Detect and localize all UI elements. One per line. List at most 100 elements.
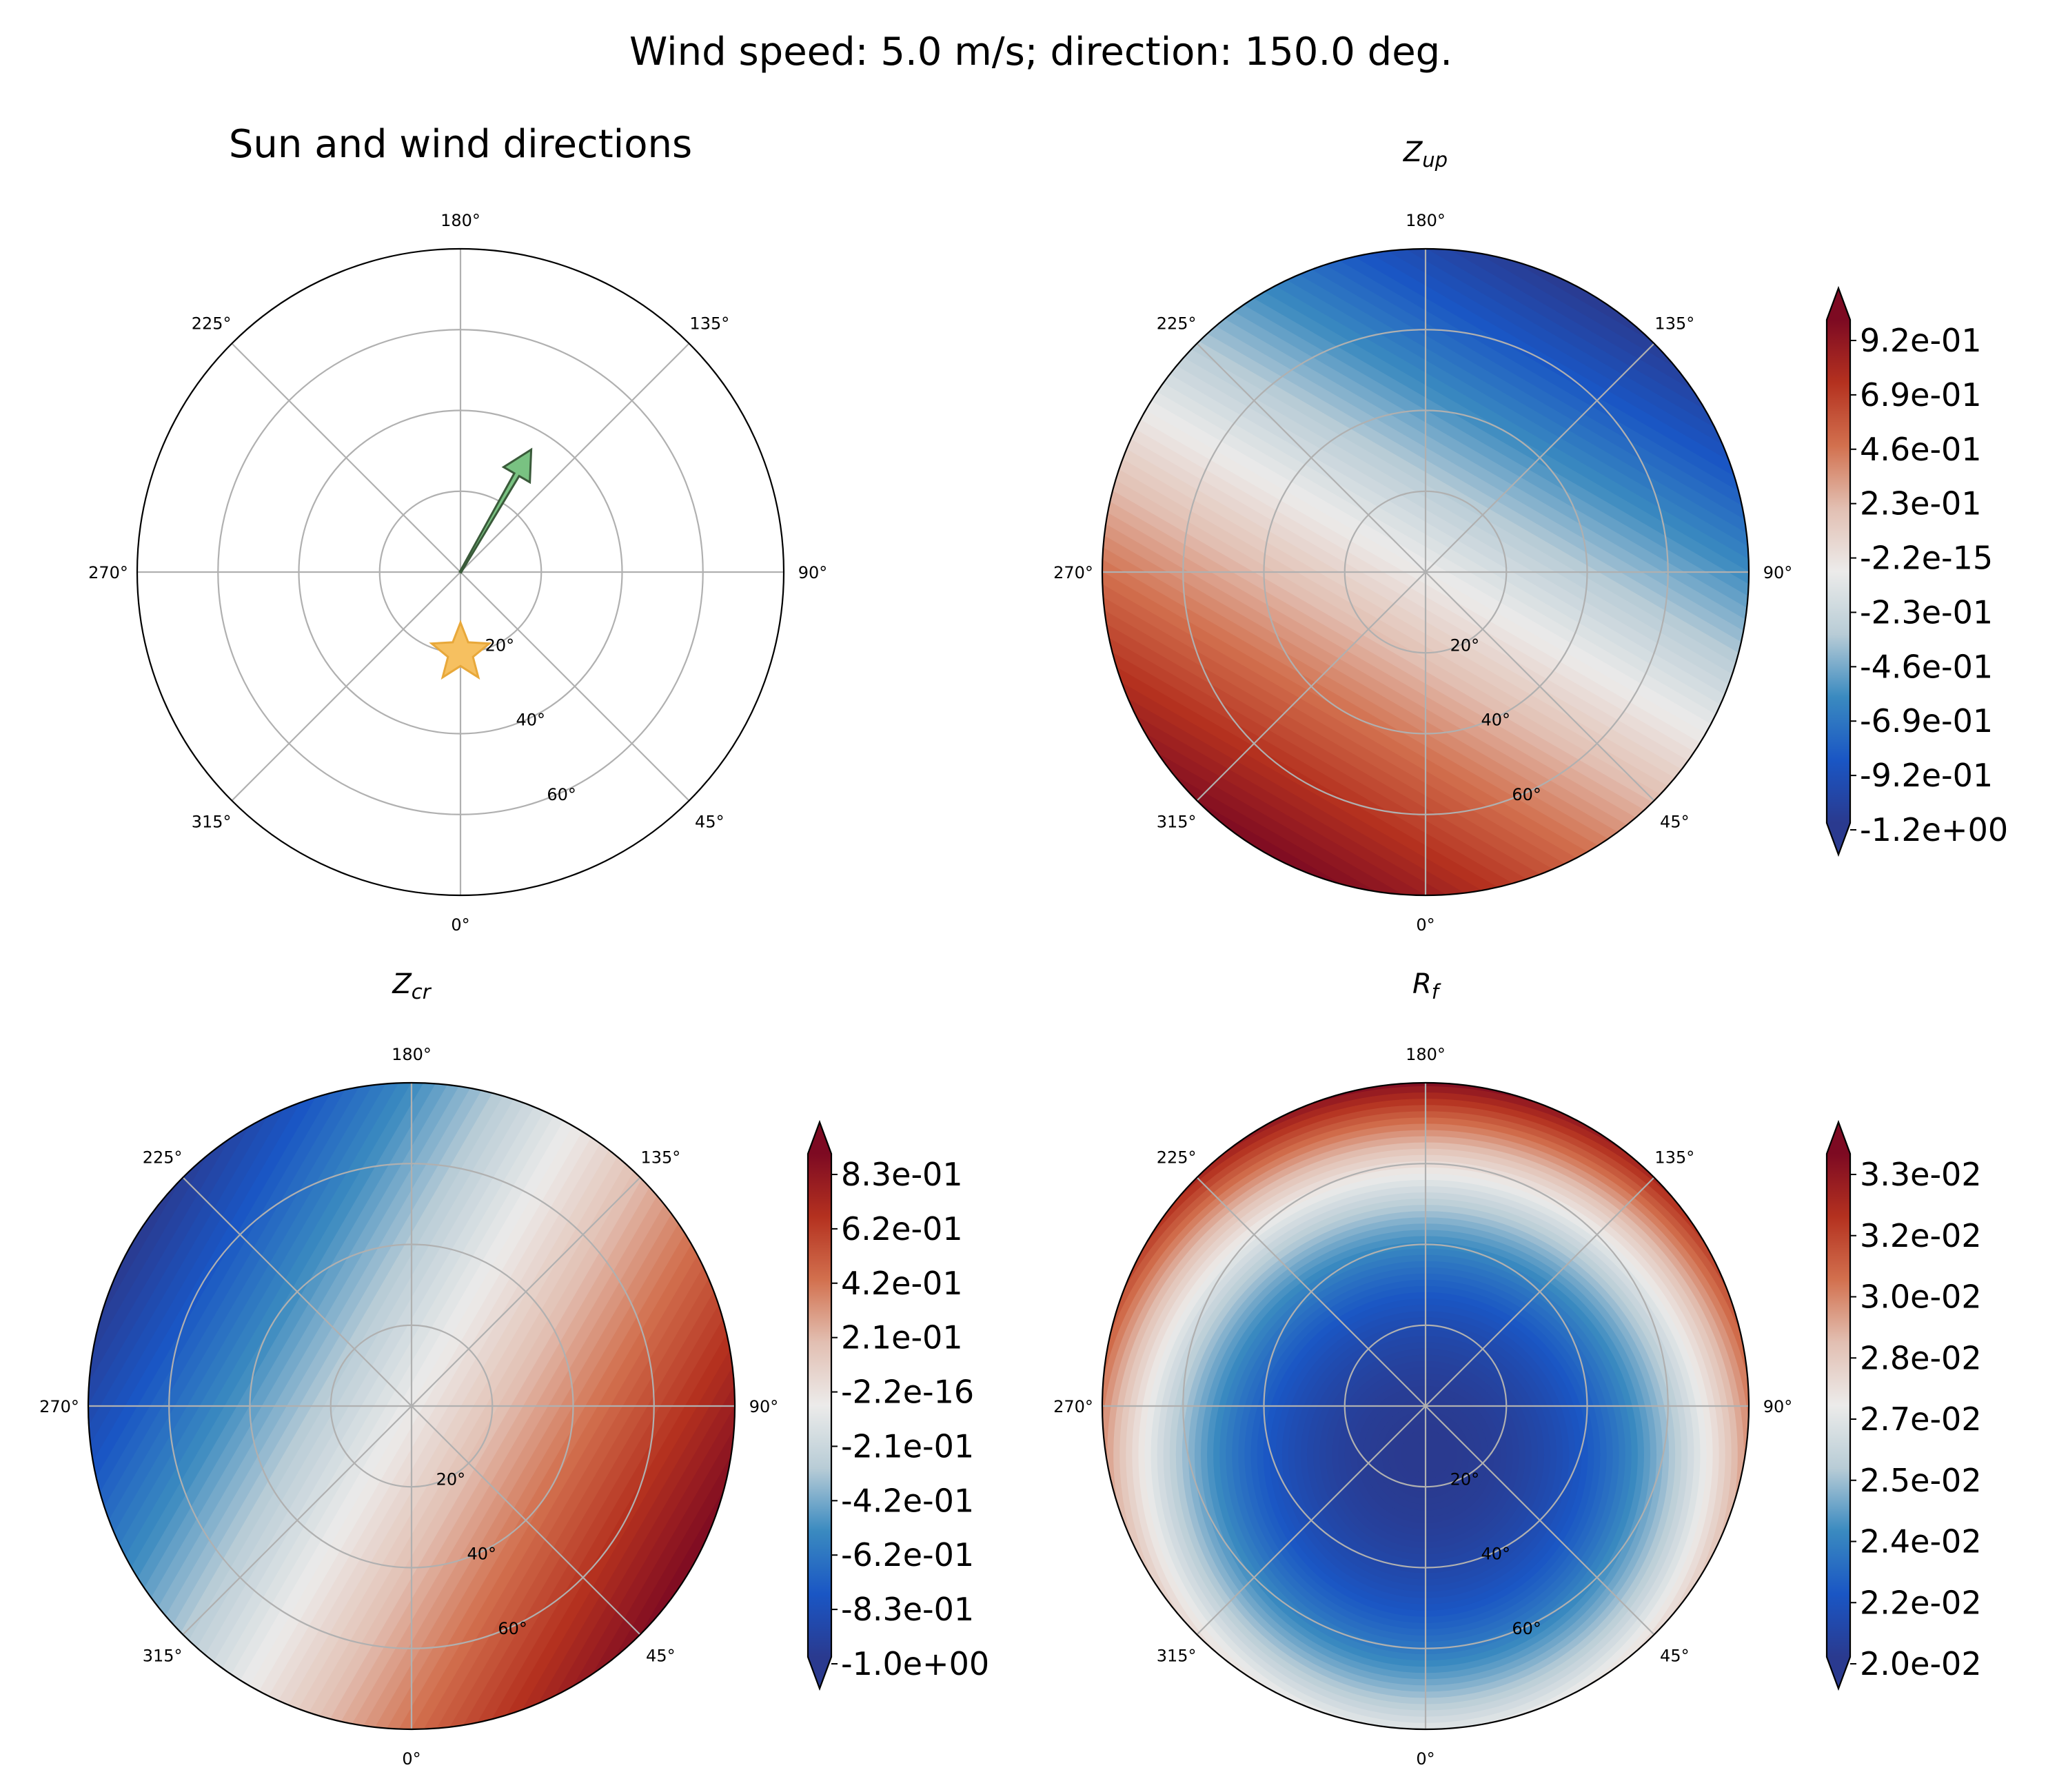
contour-band bbox=[339, 1174, 680, 1729]
r-f-frame bbox=[1101, 1081, 1750, 1731]
contour-band bbox=[1230, 249, 1749, 579]
colorbar-tick-label: 2.5e-02 bbox=[1860, 1462, 1982, 1499]
colorbar-tick-label: 6.2e-01 bbox=[841, 1210, 963, 1248]
contour-band bbox=[321, 1163, 661, 1729]
z-cr-panel: Zcr 180° 135° 90° 45° 0° 315° 270° 225° … bbox=[39, 968, 989, 1769]
theta-tick-225: 225° bbox=[1157, 314, 1197, 334]
contour-band bbox=[105, 1083, 447, 1617]
theta-gridline bbox=[1425, 343, 1655, 573]
r-tick-40: 40° bbox=[516, 711, 545, 730]
colorbar-tick-label: -6.9e-01 bbox=[1860, 702, 1993, 740]
contour-band bbox=[1102, 490, 1663, 831]
contour-band bbox=[283, 1141, 624, 1720]
contour-band bbox=[1198, 294, 1749, 635]
contour-band bbox=[125, 1083, 465, 1628]
colorbar-body bbox=[1827, 320, 1850, 823]
contour-band bbox=[274, 1136, 615, 1714]
contour-band bbox=[1182, 323, 1749, 663]
contour-band bbox=[348, 1179, 689, 1729]
theta-tick-90: 90° bbox=[1763, 1397, 1793, 1416]
theta-tick-45: 45° bbox=[695, 812, 724, 831]
theta-tick-labels: 180° 135° 90° 45° 0° 315° 270° 225° bbox=[1053, 211, 1792, 935]
z-cr-grid bbox=[88, 1083, 735, 1729]
theta-tick-90: 90° bbox=[798, 563, 828, 582]
contour-band bbox=[414, 1216, 735, 1729]
figure-suptitle: Wind speed: 5.0 m/s; direction: 150.0 de… bbox=[629, 30, 1452, 74]
theta-tick-45: 45° bbox=[1660, 1646, 1690, 1665]
sun-wind-panel: Sun and wind directions 180° 135° 90° 45… bbox=[88, 122, 827, 935]
colorbar-body bbox=[808, 1154, 831, 1657]
sun-wind-grid bbox=[137, 249, 784, 895]
contour-band bbox=[386, 1201, 727, 1729]
colorbar-body bbox=[1827, 1154, 1850, 1657]
contour-band bbox=[1215, 266, 1749, 607]
contour-band bbox=[376, 1195, 718, 1729]
z-cr-frame bbox=[87, 1081, 736, 1731]
theta-tick-225: 225° bbox=[143, 1148, 183, 1168]
colorbar-ticks: 3.3e-02 3.2e-02 3.0e-02 2.8e-02 2.7e-02 … bbox=[1850, 1156, 1982, 1682]
colorbar-tick-label: -1.2e+00 bbox=[1860, 811, 2008, 848]
r-tick-20: 20° bbox=[485, 635, 515, 655]
contour-band bbox=[88, 1083, 381, 1580]
contour-band bbox=[1144, 387, 1723, 729]
colorbar-tick-label: 2.7e-02 bbox=[1860, 1401, 1982, 1438]
r-tick-labels: 20° 40° 60° bbox=[436, 1469, 527, 1638]
colorbar-extend-min bbox=[1827, 823, 1850, 855]
colorbar-tick-label: 8.3e-01 bbox=[841, 1156, 963, 1193]
contour-band bbox=[162, 1083, 503, 1649]
contour-band bbox=[330, 1168, 671, 1729]
colorbar-outline bbox=[1825, 285, 1852, 857]
theta-gridline bbox=[1196, 343, 1426, 573]
contour-band bbox=[1106, 453, 1685, 794]
contour-band bbox=[88, 1083, 409, 1596]
contour-band bbox=[246, 1119, 587, 1698]
contour-band bbox=[1241, 249, 1749, 560]
theta-tick-135: 135° bbox=[1654, 314, 1694, 334]
colorbar-tick-label: -2.2e-15 bbox=[1860, 540, 1993, 577]
r-f-grid bbox=[1102, 1083, 1749, 1729]
colorbar-tick-label: 4.2e-01 bbox=[841, 1265, 963, 1302]
contour-band bbox=[395, 1205, 735, 1729]
contour-band bbox=[1134, 407, 1712, 747]
r-tick-20: 20° bbox=[1450, 635, 1480, 655]
contour-band bbox=[1225, 249, 1749, 589]
colorbar-tick-label: 4.6e-01 bbox=[1860, 431, 1982, 468]
r-tick-40: 40° bbox=[467, 1545, 496, 1564]
z-up-title: Zup bbox=[1403, 136, 1448, 172]
contour-band bbox=[88, 1083, 363, 1569]
theta-tick-315: 315° bbox=[1157, 812, 1197, 831]
sun-wind-title: Sun and wind directions bbox=[229, 122, 692, 167]
z-up-panel: Zup 180° 135° 90° 45° 0° 315° 270° 225° … bbox=[1053, 136, 2008, 935]
theta-tick-135: 135° bbox=[689, 314, 729, 334]
contour-band bbox=[1155, 369, 1734, 710]
colorbar-tick-label: 2.1e-01 bbox=[841, 1319, 963, 1356]
theta-tick-90: 90° bbox=[749, 1397, 779, 1416]
theta-tick-315: 315° bbox=[192, 812, 232, 831]
contour-band bbox=[1188, 313, 1749, 654]
contour-band bbox=[1166, 350, 1744, 691]
contour-band bbox=[302, 1152, 642, 1729]
contour-band bbox=[1102, 602, 1599, 895]
contour-band bbox=[88, 1083, 418, 1601]
theta-gridline bbox=[1196, 1405, 1426, 1636]
contour-band bbox=[1102, 509, 1653, 850]
r-tick-60: 60° bbox=[1512, 785, 1541, 804]
contour-band bbox=[405, 1211, 735, 1729]
contour-band bbox=[423, 1222, 735, 1729]
theta-tick-270: 270° bbox=[39, 1397, 79, 1416]
contour-band bbox=[1102, 584, 1610, 895]
contour-band bbox=[265, 1130, 605, 1709]
contour-band bbox=[1102, 593, 1604, 895]
colorbar-ticks: 9.2e-01 6.9e-01 4.6e-01 2.3e-01 -2.2e-15… bbox=[1850, 322, 2008, 848]
contour-band bbox=[181, 1083, 521, 1660]
contour-band bbox=[1193, 304, 1749, 644]
theta-tick-45: 45° bbox=[646, 1646, 676, 1665]
contour-band bbox=[1102, 537, 1636, 878]
colorbar-extend-min bbox=[1827, 1657, 1850, 1689]
contour-band bbox=[1161, 360, 1739, 700]
colorbar-tick-label: 3.0e-02 bbox=[1860, 1279, 1982, 1316]
r-tick-40: 40° bbox=[1481, 711, 1510, 730]
theta-tick-225: 225° bbox=[1157, 1148, 1197, 1168]
contour-band bbox=[1117, 434, 1696, 775]
contour-band bbox=[199, 1092, 540, 1671]
